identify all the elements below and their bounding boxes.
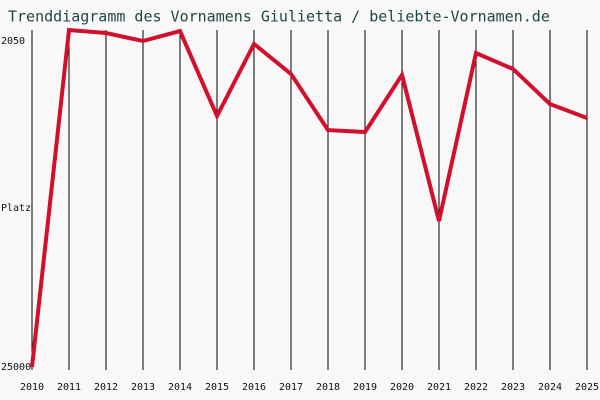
x-tick-label: 2013 <box>131 382 155 393</box>
x-tick-label: 2010 <box>20 382 44 393</box>
x-tick-label: 2012 <box>94 382 118 393</box>
x-tick-label: 2022 <box>464 382 488 393</box>
x-tick-label: 2023 <box>501 382 525 393</box>
x-tick-label: 2019 <box>353 382 377 393</box>
y-tick-label: 25000 <box>1 362 31 373</box>
chart-title: Trenddiagramm des Vornamens Giulietta / … <box>8 8 550 26</box>
x-tick-label: 2021 <box>427 382 451 393</box>
x-tick-label: 2017 <box>279 382 303 393</box>
line <box>30 27 588 368</box>
x-tick-label: 2018 <box>316 382 340 393</box>
x-tick-label: 2014 <box>168 382 192 393</box>
x-tick-label: 2016 <box>242 382 266 393</box>
y-tick-label: 2050 <box>1 36 25 47</box>
x-tick-label: 2015 <box>205 382 229 393</box>
y-axis-label: Platz <box>1 203 31 214</box>
x-tick-label: 2020 <box>390 382 414 393</box>
x-tick-label: 2024 <box>538 382 562 393</box>
x-tick-label: 2025 <box>575 382 599 393</box>
x-tick-label: 2011 <box>57 382 81 393</box>
